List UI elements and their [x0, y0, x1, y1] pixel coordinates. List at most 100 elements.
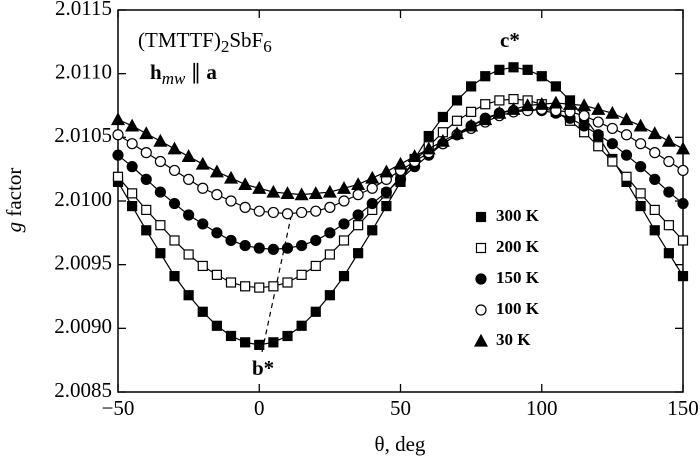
- data-point: [606, 122, 618, 135]
- data-point: [296, 320, 307, 331]
- data-point: [620, 129, 633, 141]
- data-point: [197, 306, 208, 317]
- data-point: [550, 81, 561, 92]
- data-point: [338, 271, 350, 282]
- data-point: [267, 206, 279, 219]
- data-point: [466, 106, 477, 117]
- data-point: [407, 149, 422, 163]
- data-point: [254, 282, 265, 293]
- data-point: [168, 164, 181, 177]
- data-point: [141, 204, 152, 216]
- data-point: [578, 120, 590, 132]
- data-point: [380, 186, 392, 198]
- data-point: [591, 102, 606, 115]
- data-point: [494, 95, 505, 106]
- data-point: [336, 181, 352, 194]
- data-point: [620, 149, 633, 161]
- legend-marker: [473, 333, 489, 347]
- x-axis-label: θ, deg: [375, 432, 426, 456]
- y-tick-label: 2.0090: [54, 314, 112, 338]
- data-point: [238, 177, 253, 191]
- data-point: [635, 200, 646, 212]
- data-point: [437, 111, 448, 123]
- legend-label: 300 K: [496, 206, 540, 225]
- data-point: [338, 218, 350, 230]
- data-point: [663, 248, 674, 259]
- data-point: [282, 277, 293, 288]
- data-point: [112, 149, 124, 161]
- data-point: [606, 138, 618, 150]
- data-point: [153, 133, 168, 147]
- field-label: hmw ∥ a: [150, 60, 217, 88]
- data-point: [125, 118, 140, 132]
- legend-label: 200 K: [496, 237, 540, 256]
- data-point: [633, 118, 648, 132]
- data-point: [154, 155, 166, 168]
- data-point: [562, 96, 578, 110]
- data-point: [181, 149, 196, 163]
- data-point: [494, 64, 505, 75]
- field-axis: a: [206, 60, 217, 84]
- data-point: [169, 235, 180, 246]
- data-point: [280, 186, 295, 199]
- data-point: [266, 184, 281, 198]
- x-tick-label: 0: [254, 396, 265, 420]
- data-point: [126, 161, 138, 173]
- data-point: [324, 227, 336, 239]
- data-point: [225, 277, 237, 288]
- data-point: [423, 130, 434, 142]
- data-point: [506, 102, 521, 115]
- data-point: [520, 98, 535, 112]
- legend-marker: [475, 242, 487, 254]
- data-point: [663, 186, 675, 198]
- data-point: [155, 220, 166, 231]
- data-point: [268, 337, 279, 348]
- data-point: [167, 141, 182, 155]
- data-point: [223, 170, 239, 184]
- data-point: [225, 234, 237, 247]
- data-point: [197, 182, 209, 194]
- data-point: [183, 290, 194, 301]
- legend-marker: [475, 273, 487, 285]
- data-point: [253, 205, 265, 217]
- data-point: [534, 96, 549, 110]
- data-point: [593, 141, 604, 152]
- data-point: [605, 105, 620, 119]
- data-point: [324, 249, 335, 260]
- data-point: [353, 220, 364, 231]
- data-point: [649, 225, 660, 236]
- data-point: [209, 164, 224, 178]
- data-point: [508, 62, 519, 73]
- data-point: [168, 197, 181, 210]
- data-point: [310, 205, 322, 217]
- data-point: [464, 118, 479, 132]
- data-point: [183, 209, 195, 221]
- data-point: [522, 64, 533, 75]
- data-point: [239, 239, 251, 252]
- data-point: [635, 188, 646, 199]
- data-point: [393, 156, 408, 170]
- data-point: [225, 330, 237, 342]
- data-point: [647, 126, 662, 140]
- data-point: [294, 187, 309, 201]
- y-axis-label: g factor: [2, 168, 26, 233]
- data-point: [635, 161, 647, 173]
- field-parallel: ∥: [185, 60, 206, 84]
- data-point: [466, 81, 477, 92]
- annotation-b: b*: [252, 356, 274, 380]
- data-point: [367, 225, 378, 236]
- data-point: [253, 242, 265, 254]
- data-point: [365, 170, 380, 184]
- compound-part: (TMTTF): [138, 28, 221, 52]
- data-point: [126, 138, 138, 150]
- data-point: [677, 197, 689, 210]
- data-point: [649, 173, 661, 185]
- data-point: [282, 330, 293, 342]
- data-point: [324, 201, 336, 213]
- data-point: [268, 281, 279, 292]
- data-point: [592, 129, 604, 141]
- data-point: [619, 112, 634, 126]
- data-point: [281, 208, 294, 220]
